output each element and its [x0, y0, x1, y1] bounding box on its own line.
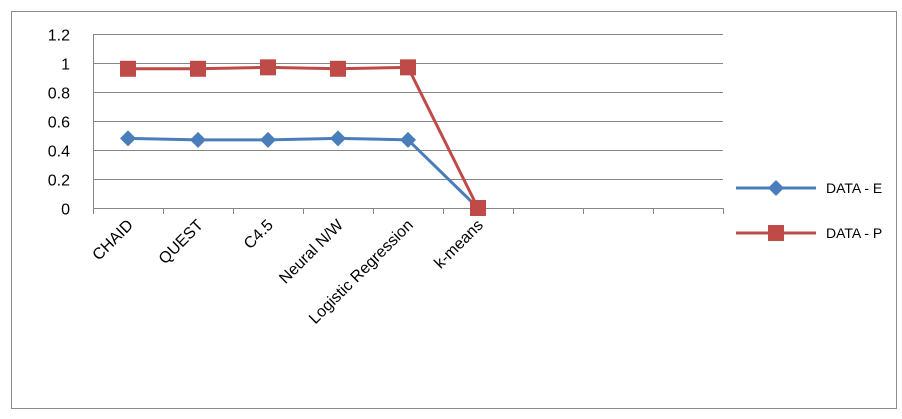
y-tick-label: 0.2: [48, 173, 70, 190]
data-point: [400, 131, 416, 148]
chart-border: [11, 11, 897, 409]
data-point: [260, 59, 276, 76]
data-point: [768, 180, 784, 196]
data-point: [768, 225, 784, 241]
y-tick-label: 0.6: [48, 115, 70, 132]
data-point: [260, 131, 276, 148]
y-tick-label: 0: [61, 202, 70, 219]
series-line: [128, 65, 480, 209]
y-tick-labels: 0 0.2 0.4 0.6 0.8 1 1.2: [48, 28, 70, 219]
legend-label: DATA - E: [826, 180, 882, 196]
data-point: [330, 60, 346, 77]
series-layer: [120, 59, 486, 216]
data-point: [470, 200, 486, 216]
legend-label: DATA - P: [826, 225, 882, 241]
data-point: [330, 130, 346, 147]
data-point: [190, 60, 206, 77]
legend-item: DATA - E: [736, 180, 882, 196]
y-tick-label: 1: [61, 57, 70, 74]
y-tick-label: 0.4: [48, 144, 70, 161]
series-2: [120, 59, 486, 216]
data-point: [190, 131, 206, 148]
data-point: [400, 59, 416, 76]
legend: DATA - E DATA - P: [736, 180, 882, 241]
series-line: [127, 136, 480, 210]
y-tick-label: 1.2: [48, 28, 70, 45]
legend-item: DATA - P: [736, 225, 882, 241]
y-tick-label: 0.8: [48, 86, 70, 103]
data-point: [120, 130, 136, 147]
axes: [93, 34, 724, 214]
data-point: [120, 60, 136, 77]
